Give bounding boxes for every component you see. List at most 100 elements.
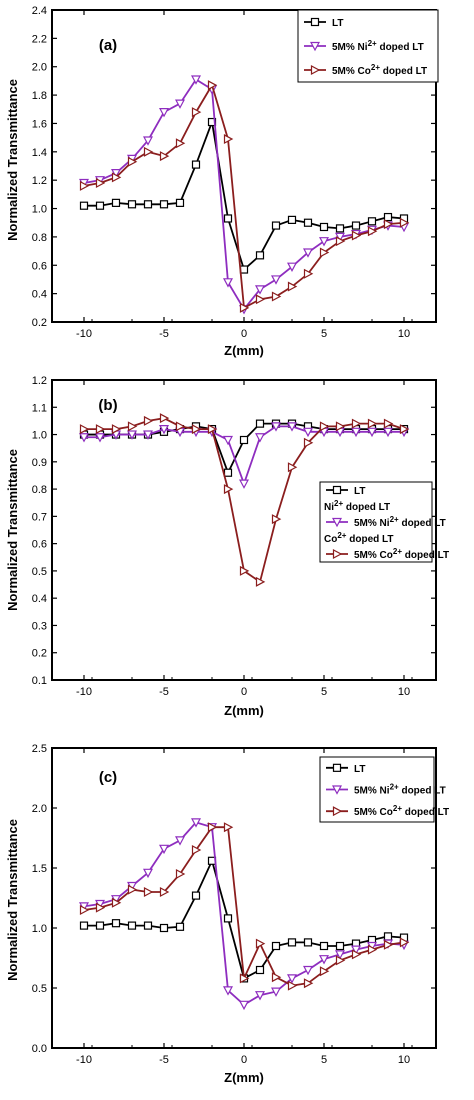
data-point <box>255 419 265 428</box>
y-tick-label: 0.6 <box>32 539 47 551</box>
data-point <box>95 902 106 913</box>
y-tick-label: 1.4 <box>32 147 47 159</box>
data-point <box>255 938 266 949</box>
data-point <box>143 430 153 440</box>
data-point <box>303 268 314 279</box>
y-tick-label: 1.6 <box>32 118 47 130</box>
y-tick-label: 0.4 <box>32 289 47 301</box>
legend-entry: 5M% Co2+ doped LT <box>354 547 449 561</box>
data-point <box>255 576 266 587</box>
legend-marker <box>332 785 342 795</box>
data-point <box>271 941 281 951</box>
legend-entry: LT <box>354 764 365 775</box>
data-point <box>303 218 313 227</box>
data-point <box>175 138 186 149</box>
data-point <box>239 435 249 445</box>
x-tick-label: 0 <box>241 686 247 698</box>
data-point <box>191 891 201 900</box>
x-axis-label: Z(mm) <box>224 343 264 358</box>
data-point <box>303 248 313 258</box>
data-point <box>207 424 218 435</box>
data-point <box>319 222 329 232</box>
data-point <box>255 285 265 295</box>
data-point <box>223 214 233 223</box>
data-point <box>191 818 201 828</box>
data-point <box>191 160 201 169</box>
data-point <box>175 198 185 207</box>
y-tick-label: 0.5 <box>32 983 47 995</box>
data-point <box>319 421 330 432</box>
data-point <box>335 232 345 243</box>
chart-panel-c: -10 -5 0 5 10 0.0 0.5 1.0 1.5 2.0 2.5 Z(mm) Normaliz… <box>5 743 449 1085</box>
y-tick-label: 2.2 <box>32 33 47 45</box>
data-point <box>255 991 265 1001</box>
series-line <box>83 82 405 310</box>
series-line <box>83 78 405 311</box>
data-point <box>367 418 378 429</box>
legend-entry: 5M% Ni2+ doped LT <box>354 783 446 797</box>
data-point <box>335 950 345 960</box>
series-line <box>84 118 405 272</box>
panel-label: (c) <box>99 769 117 786</box>
y-tick-label: 1.0 <box>32 923 47 935</box>
x-tick-label: -10 <box>76 686 92 698</box>
legend-marker <box>332 485 342 495</box>
y-tick-label: 2.5 <box>32 743 47 755</box>
y-tick-label: 1.0 <box>32 430 47 442</box>
data-point <box>287 422 297 432</box>
x-tick-label: 10 <box>398 328 410 340</box>
x-tick-label: -5 <box>159 686 169 698</box>
data-point <box>223 278 233 288</box>
data-point <box>303 938 313 947</box>
series-ni <box>79 422 409 489</box>
data-point <box>223 134 234 145</box>
data-point <box>239 565 250 576</box>
data-point <box>79 424 90 435</box>
data-point <box>351 945 361 955</box>
data-point <box>319 237 329 247</box>
data-point <box>223 986 233 996</box>
data-point <box>191 845 202 855</box>
data-point <box>239 479 249 489</box>
data-point <box>79 180 90 191</box>
data-point <box>127 430 137 440</box>
data-point <box>223 435 233 446</box>
y-axis-label: Normalized Transmittance <box>5 449 20 611</box>
data-point <box>127 421 138 432</box>
series-co <box>79 413 410 587</box>
data-point <box>319 941 329 951</box>
data-point <box>95 433 105 443</box>
legend: LT 5M% Ni2+ doped LT 5M% Co2+ doped LT <box>319 756 449 823</box>
data-point <box>255 251 265 260</box>
data-point <box>207 822 218 833</box>
y-tick-label: 0.9 <box>32 457 47 469</box>
data-point <box>239 302 250 313</box>
y-tick-label: 2.0 <box>32 803 47 815</box>
data-point <box>111 897 122 908</box>
data-point <box>335 941 345 951</box>
data-point <box>287 938 297 947</box>
legend-entry: 5M% Ni2+ doped LT <box>354 515 446 529</box>
panel-label: (b) <box>98 397 117 414</box>
data-point <box>383 427 393 438</box>
data-point <box>271 291 282 302</box>
data-point <box>239 265 249 274</box>
data-point <box>223 468 233 477</box>
data-point <box>335 955 346 966</box>
data-point <box>175 99 185 109</box>
data-point <box>383 939 394 950</box>
y-tick-label: 0.2 <box>32 648 47 660</box>
data-point <box>255 433 265 443</box>
y-tick-label: 0.8 <box>32 232 47 244</box>
x-tick-label: 5 <box>321 328 327 340</box>
data-point <box>191 107 202 118</box>
y-tick-label: 0.1 <box>32 675 47 687</box>
x-axis-label: Z(mm) <box>224 703 264 718</box>
data-point <box>287 462 298 473</box>
data-point <box>223 822 234 833</box>
legend-marker <box>332 806 343 817</box>
data-point <box>271 422 281 432</box>
data-point <box>287 215 297 224</box>
data-point <box>143 146 154 157</box>
